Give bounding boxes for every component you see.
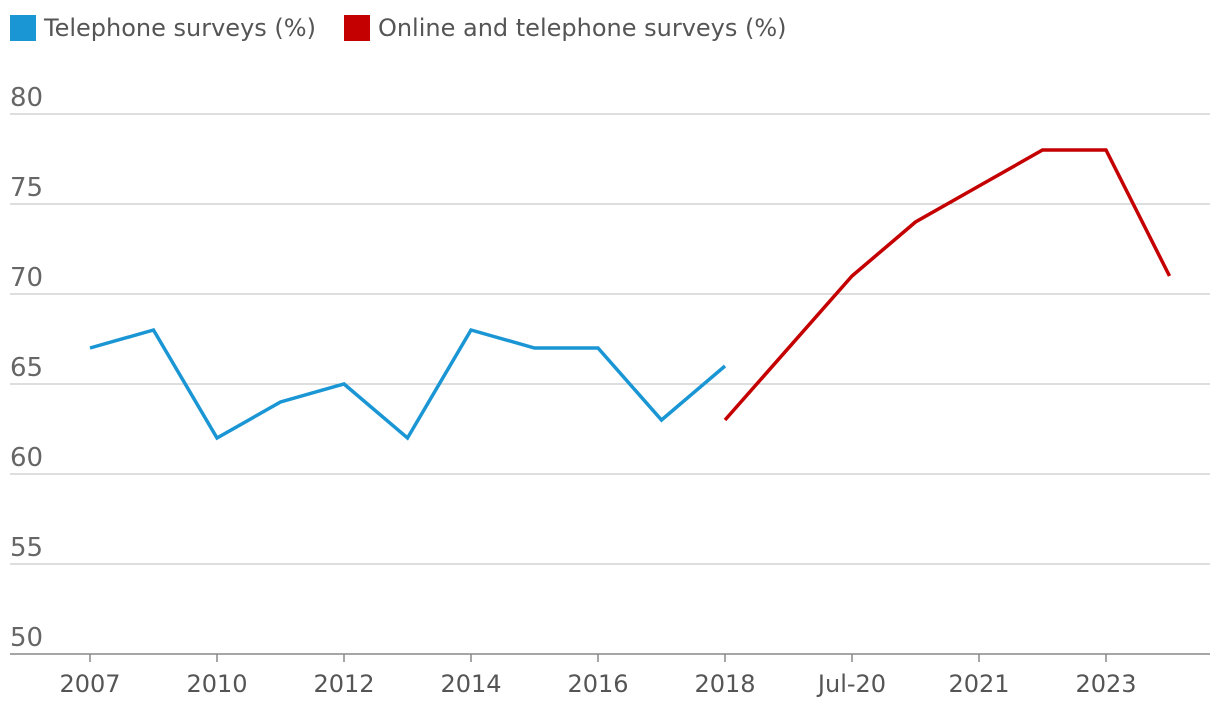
series-line-1 [723, 148, 1172, 422]
y-tick-label-65: 65 [10, 353, 43, 383]
y-tick-label-75: 75 [10, 173, 43, 203]
legend-item-telephone: Telephone surveys (%) [10, 14, 316, 42]
x-tick-label-6: Jul-20 [816, 670, 886, 698]
legend-swatch-online-telephone [343, 15, 370, 41]
x-tick-label-0: 2007 [59, 670, 120, 698]
legend-label-online-telephone: Online and telephone surveys (%) [377, 14, 787, 42]
legend-swatch-telephone [10, 15, 36, 41]
x-tick-label-7: 2021 [948, 670, 1009, 698]
x-tick-label-1: 2010 [186, 670, 247, 698]
legend-label-telephone: Telephone surveys (%) [44, 14, 316, 42]
x-tick-label-5: 2018 [694, 670, 755, 698]
legend-item-online-telephone: Online and telephone surveys (%) [343, 14, 787, 42]
x-tick-label-2: 2012 [313, 670, 374, 698]
y-tick-label-60: 60 [10, 443, 43, 473]
legend: Telephone surveys (%) Online and telepho… [10, 14, 787, 42]
x-tick-label-3: 2014 [440, 670, 501, 698]
y-tick-label-70: 70 [10, 263, 43, 293]
y-tick-label-55: 55 [10, 533, 43, 563]
y-tick-label-50: 50 [10, 623, 43, 653]
x-tick-label-4: 2016 [567, 670, 628, 698]
x-tick-label-8: 2023 [1075, 670, 1136, 698]
y-tick-label-80: 80 [10, 83, 43, 113]
